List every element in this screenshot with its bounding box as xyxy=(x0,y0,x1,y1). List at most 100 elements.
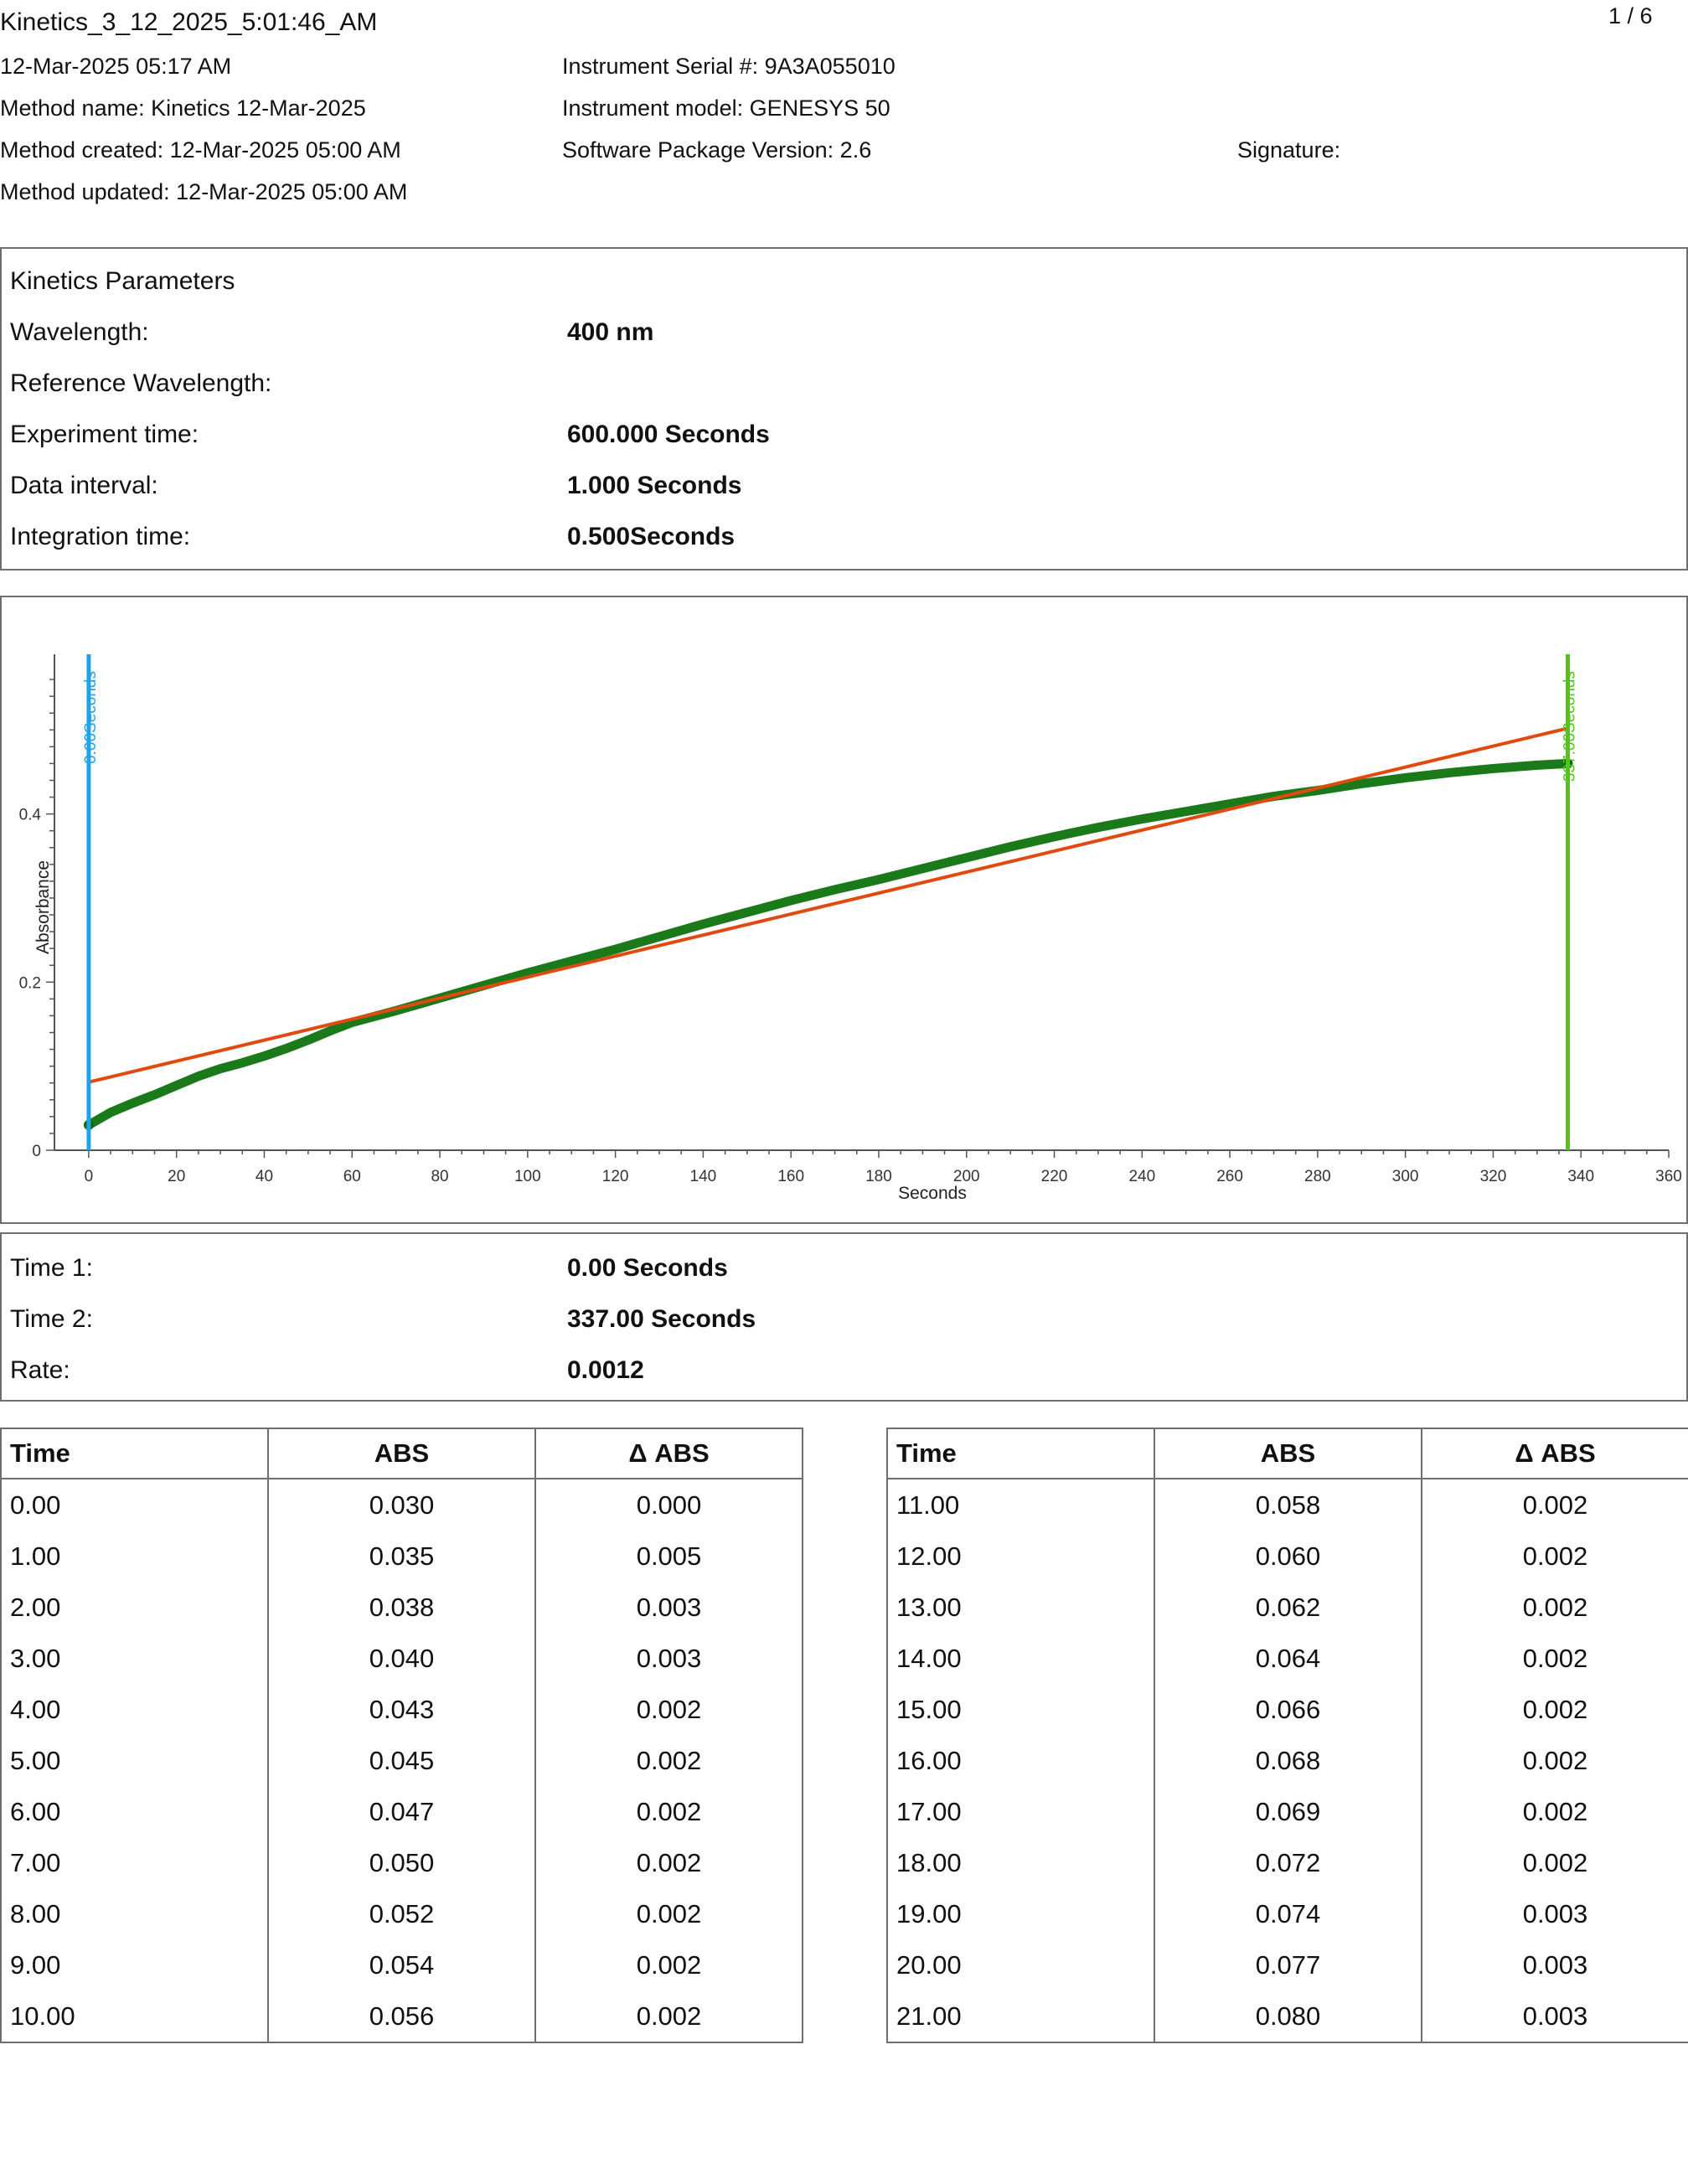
cell-delta-abs: 0.002 xyxy=(1421,1633,1688,1684)
cell-abs: 0.074 xyxy=(1154,1888,1422,1939)
cell-time: 3.00 xyxy=(0,1633,269,1684)
cell-delta-abs: 0.002 xyxy=(534,1735,803,1786)
cell-delta-abs: 0.002 xyxy=(1421,1582,1688,1633)
cell-time: 9.00 xyxy=(0,1939,269,1990)
x-tick-label: 300 xyxy=(1392,1168,1419,1185)
cell-abs: 0.038 xyxy=(267,1582,536,1633)
param-label: Experiment time: xyxy=(10,421,199,448)
table-row: 7.00 0.050 0.002 xyxy=(0,1837,803,1888)
x-tick-label: 200 xyxy=(953,1168,980,1185)
cell-abs: 0.052 xyxy=(267,1888,536,1939)
cell-time: 10.00 xyxy=(0,1990,269,2043)
parameters-heading: Kinetics Parameters xyxy=(10,267,235,295)
x-tick-label: 280 xyxy=(1304,1168,1331,1185)
cell-time: 11.00 xyxy=(886,1479,1155,1531)
method-name: Method name: Kinetics 12-Mar-2025 xyxy=(0,96,366,121)
rate-label: Rate: xyxy=(10,1356,70,1384)
table-row: 8.00 0.052 0.002 xyxy=(0,1888,803,1939)
x-tick-label: 240 xyxy=(1128,1168,1155,1185)
x-tick-label: 180 xyxy=(865,1168,892,1185)
cell-delta-abs: 0.003 xyxy=(534,1633,803,1684)
cell-time: 19.00 xyxy=(886,1888,1155,1939)
x-tick-label: 80 xyxy=(431,1168,448,1185)
cell-abs: 0.077 xyxy=(1154,1939,1422,1990)
column-header-time: Time xyxy=(0,1428,269,1479)
cell-delta-abs: 0.002 xyxy=(1421,1531,1688,1582)
x-tick-label: 40 xyxy=(256,1168,273,1185)
cell-delta-abs: 0.002 xyxy=(1421,1684,1688,1735)
instrument-serial: Instrument Serial #: 9A3A055010 xyxy=(562,54,896,79)
y-axis-title: Absorbance xyxy=(34,860,53,954)
table-row: 15.00 0.066 0.002 xyxy=(886,1684,1688,1735)
report-date: 12-Mar-2025 05:17 AM xyxy=(0,54,232,79)
column-header-delta-abs: Δ ABS xyxy=(534,1428,803,1479)
param-value: 0.500Seconds xyxy=(567,523,736,550)
cell-delta-abs: 0.002 xyxy=(534,1786,803,1837)
cell-abs: 0.060 xyxy=(1154,1531,1422,1582)
cell-time: 0.00 xyxy=(0,1479,269,1531)
data-table-right: Time ABS Δ ABS 11.00 0.058 0.002 12.00 0.060… xyxy=(886,1428,1688,2043)
table-row: 4.00 0.043 0.002 xyxy=(0,1684,803,1735)
param-label: Integration time: xyxy=(10,523,191,550)
cell-delta-abs: 0.002 xyxy=(1421,1735,1688,1786)
table-header-row: Time ABS Δ ABS xyxy=(886,1428,1688,1479)
cell-abs: 0.040 xyxy=(267,1633,536,1684)
cell-delta-abs: 0.000 xyxy=(534,1479,803,1531)
table-row: 16.00 0.068 0.002 xyxy=(886,1735,1688,1786)
table-row: 14.00 0.064 0.002 xyxy=(886,1633,1688,1684)
cell-delta-abs: 0.002 xyxy=(1421,1786,1688,1837)
cell-time: 5.00 xyxy=(0,1735,269,1786)
x-tick-label: 320 xyxy=(1480,1168,1507,1185)
method-created: Method created: 12-Mar-2025 05:00 AM xyxy=(0,137,401,163)
table-row: 17.00 0.069 0.002 xyxy=(886,1786,1688,1837)
cell-time: 20.00 xyxy=(886,1939,1155,1990)
cell-time: 2.00 xyxy=(0,1582,269,1633)
data-table-left: Time ABS Δ ABS 0.00 0.030 0.000 1.00 0.035 0.… xyxy=(0,1428,803,2043)
cell-delta-abs: 0.002 xyxy=(534,1990,803,2043)
cell-time: 21.00 xyxy=(886,1990,1155,2043)
table-row: 2.00 0.038 0.003 xyxy=(0,1582,803,1633)
kinetics-chart-panel: 0 20 40 60 80 100 120 140 160 180 200 220 240 260 280 3… xyxy=(0,596,1688,1224)
cell-abs: 0.056 xyxy=(267,1990,536,2043)
cell-abs: 0.068 xyxy=(1154,1735,1422,1786)
x-tick-label: 260 xyxy=(1216,1168,1243,1185)
cell-time: 1.00 xyxy=(0,1531,269,1582)
time1-value: 0.00 Seconds xyxy=(567,1254,728,1282)
table-row: 1.00 0.035 0.005 xyxy=(0,1531,803,1582)
cell-abs: 0.054 xyxy=(267,1939,536,1990)
time-marker-label: 0.00Seconds xyxy=(82,671,100,764)
table-row: 13.00 0.062 0.002 xyxy=(886,1582,1688,1633)
x-tick-label: 340 xyxy=(1567,1168,1594,1185)
column-header-abs: ABS xyxy=(267,1428,536,1479)
cell-time: 18.00 xyxy=(886,1837,1155,1888)
param-value: 1.000 Seconds xyxy=(567,472,742,499)
page-number: 1 / 6 xyxy=(1608,3,1653,28)
instrument-model: Instrument model: GENESYS 50 xyxy=(562,96,890,121)
absorbance-series-line xyxy=(84,758,1572,1130)
x-tick-label: 120 xyxy=(602,1168,629,1185)
cell-abs: 0.043 xyxy=(267,1684,536,1735)
x-tick-label: 0 xyxy=(85,1168,94,1185)
y-tick-label: 0.2 xyxy=(19,974,41,992)
cell-time: 12.00 xyxy=(886,1531,1155,1582)
cell-time: 4.00 xyxy=(0,1684,269,1735)
table-row: 3.00 0.040 0.003 xyxy=(0,1633,803,1684)
report-title: Kinetics_3_12_2025_5:01:46_AM xyxy=(0,8,378,36)
x-tick-label: 220 xyxy=(1041,1168,1068,1185)
cell-delta-abs: 0.002 xyxy=(534,1939,803,1990)
rate-results-panel: Time 1: 0.00 Seconds Time 2: 337.00 Seco… xyxy=(0,1232,1688,1402)
time2-value: 337.00 Seconds xyxy=(567,1305,756,1333)
param-label: Wavelength: xyxy=(10,318,149,346)
param-label: Data interval: xyxy=(10,472,158,499)
table-header-row: Time ABS Δ ABS xyxy=(0,1428,803,1479)
cell-time: 16.00 xyxy=(886,1735,1155,1786)
column-header-delta-abs: Δ ABS xyxy=(1421,1428,1688,1479)
rate-fit-line xyxy=(86,726,1570,1084)
cell-abs: 0.045 xyxy=(267,1735,536,1786)
cell-abs: 0.050 xyxy=(267,1837,536,1888)
table-row: 20.00 0.077 0.003 xyxy=(886,1939,1688,1990)
cell-abs: 0.080 xyxy=(1154,1990,1422,2043)
cell-delta-abs: 0.003 xyxy=(534,1582,803,1633)
table-row: 6.00 0.047 0.002 xyxy=(0,1786,803,1837)
cell-delta-abs: 0.002 xyxy=(534,1837,803,1888)
